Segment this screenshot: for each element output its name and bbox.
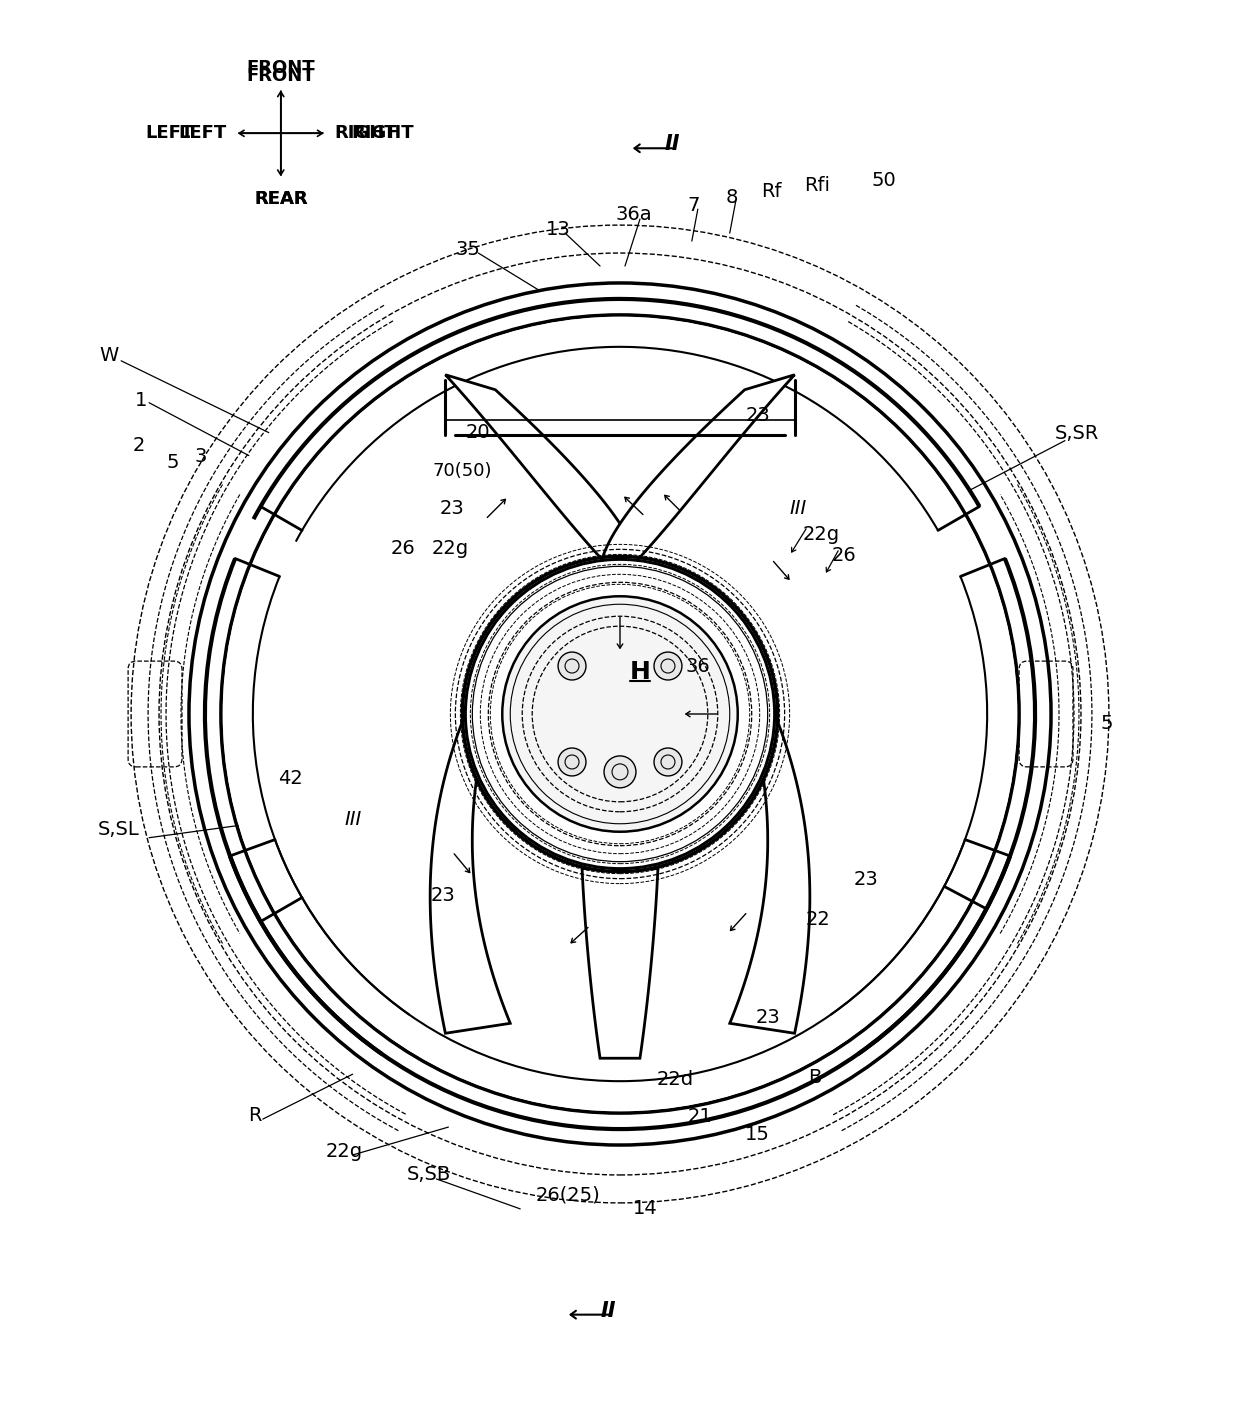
Text: 23: 23	[432, 887, 456, 905]
Text: 26: 26	[832, 545, 857, 565]
Text: II: II	[600, 1301, 616, 1321]
Text: LEFT: LEFT	[179, 124, 227, 143]
Circle shape	[653, 748, 682, 775]
Circle shape	[223, 317, 1017, 1111]
Text: 36: 36	[686, 657, 711, 675]
Text: 22g: 22g	[432, 538, 469, 558]
Text: 5: 5	[166, 453, 180, 473]
Text: 1: 1	[135, 391, 148, 410]
Circle shape	[558, 653, 587, 680]
Text: 36a: 36a	[615, 204, 652, 224]
Text: 23: 23	[854, 870, 879, 890]
Text: 70(50): 70(50)	[433, 461, 492, 480]
Text: RIGHT: RIGHT	[351, 124, 414, 143]
Text: H: H	[630, 660, 651, 684]
Text: 2: 2	[133, 436, 145, 456]
Circle shape	[502, 597, 738, 831]
Text: 3: 3	[195, 447, 207, 466]
Text: 22d: 22d	[656, 1070, 693, 1088]
Text: 23: 23	[745, 406, 770, 426]
Text: B: B	[808, 1068, 821, 1087]
Text: 26: 26	[391, 538, 415, 558]
Text: REAR: REAR	[254, 190, 308, 208]
Text: 7: 7	[688, 196, 701, 214]
Circle shape	[502, 597, 738, 831]
Circle shape	[653, 748, 682, 775]
Text: 23: 23	[440, 498, 465, 518]
Text: R: R	[248, 1105, 262, 1125]
Text: 23: 23	[755, 1008, 780, 1027]
Polygon shape	[445, 374, 637, 560]
Polygon shape	[430, 714, 510, 1034]
Circle shape	[558, 748, 587, 775]
Text: 5: 5	[1101, 714, 1114, 734]
Text: Rf: Rf	[761, 181, 782, 201]
Polygon shape	[582, 868, 658, 1058]
Text: III: III	[789, 498, 806, 518]
Circle shape	[653, 653, 682, 680]
Text: 22: 22	[805, 910, 830, 930]
Text: 21: 21	[687, 1107, 712, 1125]
Text: S,SL: S,SL	[98, 820, 140, 840]
Text: 22g: 22g	[804, 526, 841, 544]
Text: S,SB: S,SB	[407, 1165, 450, 1184]
Text: III: III	[343, 810, 361, 830]
Text: II: II	[665, 134, 680, 154]
Text: 8: 8	[725, 187, 738, 207]
Circle shape	[653, 653, 682, 680]
Text: 22g: 22g	[326, 1141, 363, 1161]
Text: 50: 50	[870, 171, 895, 190]
Text: 14: 14	[632, 1200, 657, 1218]
Circle shape	[558, 653, 587, 680]
Text: 13: 13	[546, 220, 570, 238]
Polygon shape	[603, 374, 795, 560]
Text: S,SR: S,SR	[1055, 424, 1099, 443]
Polygon shape	[463, 557, 777, 871]
Text: W: W	[99, 347, 119, 366]
Text: RIGHT: RIGHT	[335, 124, 397, 143]
Text: 20: 20	[466, 423, 491, 443]
Text: FRONT: FRONT	[247, 67, 315, 86]
Text: Rfi: Rfi	[805, 176, 831, 194]
Text: 42: 42	[278, 770, 303, 788]
Polygon shape	[730, 714, 810, 1034]
Text: 35: 35	[456, 240, 481, 258]
Text: REAR: REAR	[254, 190, 308, 208]
Text: 26(25): 26(25)	[536, 1185, 600, 1204]
Text: LEFT: LEFT	[145, 124, 193, 143]
Circle shape	[604, 755, 636, 788]
Circle shape	[604, 755, 636, 788]
Text: FRONT: FRONT	[247, 60, 315, 77]
Circle shape	[558, 748, 587, 775]
Text: 15: 15	[745, 1125, 770, 1144]
